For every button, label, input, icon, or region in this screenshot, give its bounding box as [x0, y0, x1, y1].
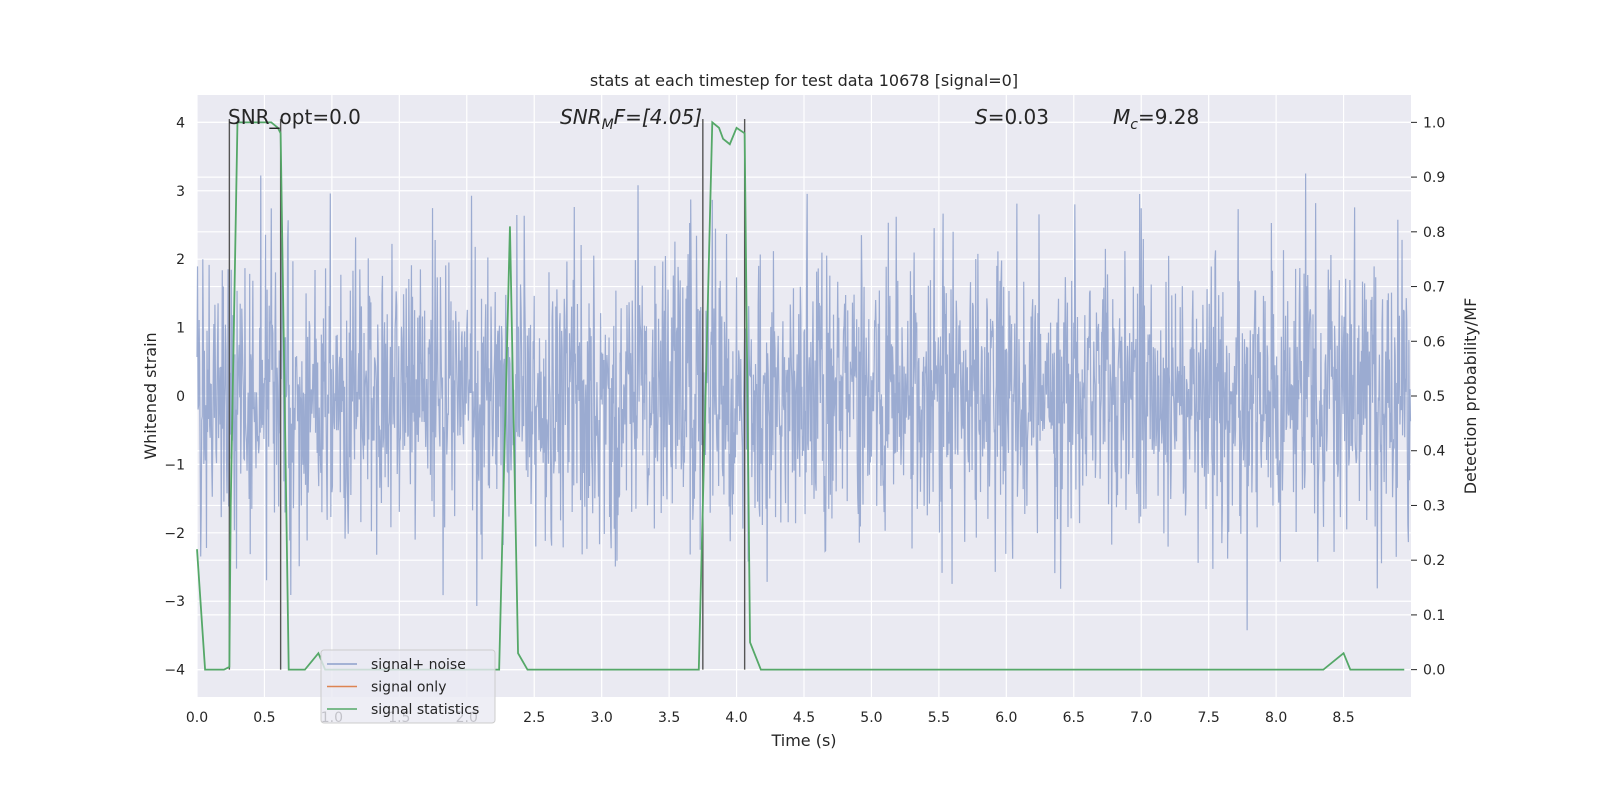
y-right-axis-label: Detection probability/MF — [1461, 298, 1480, 495]
legend: signal+ noise signal only signal statist… — [320, 649, 496, 724]
series-signal-statistics — [196, 120, 1405, 671]
y-axis-ticks: −4 −3 −2 −1 0 1 2 3 4 — [164, 115, 185, 678]
x-tick-label: 6.5 — [1063, 710, 1085, 726]
x-tick-label: 2.5 — [523, 710, 545, 726]
series-signal-plus-noise — [196, 173, 1412, 631]
x-tick-label: 3.0 — [591, 710, 613, 726]
x-tick-label: 5.0 — [860, 710, 882, 726]
y-tick-label: −2 — [164, 526, 185, 542]
annotation-mc-rest: =9.28 — [1138, 105, 1199, 129]
x-tick-label: 8.5 — [1332, 710, 1354, 726]
annotation-snr-opt: SNR_opt=0.0 — [228, 105, 361, 129]
y-tick-label: 2 — [176, 252, 185, 268]
x-tick-label: 7.0 — [1130, 710, 1152, 726]
x-tick-label: 0.5 — [253, 710, 275, 726]
y-tick-label: −1 — [164, 457, 185, 473]
y-right-tick-label: 0.0 — [1423, 663, 1445, 679]
legend-box — [320, 649, 496, 724]
annotation-mc-subscript: c — [1130, 117, 1138, 133]
x-tick-label: 6.0 — [995, 710, 1017, 726]
y-right-tick-label: 0.9 — [1423, 170, 1445, 186]
series-line-signal-statistics — [196, 120, 1405, 671]
annotation-snr-mf: SNRMF=[4.05] — [560, 105, 702, 133]
y-right-tick-label: 0.5 — [1423, 389, 1445, 405]
legend-entry-signal-statistics: signal statistics — [371, 702, 479, 718]
annotation-snr-mf-subscript: M — [602, 117, 614, 133]
annotation-s: S=0.03 — [975, 105, 1049, 129]
y-tick-label: 4 — [176, 115, 185, 131]
y-tick-label: −4 — [164, 663, 185, 679]
y-axis-label: Whitened strain — [141, 332, 160, 459]
annotation-s-symbol: S — [975, 105, 988, 129]
annotation-mc: Mc=9.28 — [1113, 105, 1199, 133]
y-tick-label: 3 — [176, 184, 185, 200]
chart-title: stats at each timestep for test data 106… — [590, 71, 1018, 90]
y-right-tick-label: 1.0 — [1423, 115, 1445, 131]
y-right-tick-label: 0.7 — [1423, 280, 1445, 296]
y-tick-label: 1 — [176, 321, 185, 337]
x-tick-label: 8.0 — [1265, 710, 1287, 726]
x-tick-label: 0.0 — [186, 710, 208, 726]
legend-entry-signal-only: signal only — [371, 680, 446, 696]
y-right-axis-ticks: 0.0 0.1 0.2 0.3 0.4 0.5 0.6 0.7 0.8 0.9 1.0 — [1411, 115, 1445, 679]
y-right-tick-label: 0.6 — [1423, 334, 1445, 350]
x-tick-label: 7.5 — [1198, 710, 1220, 726]
y-right-tick-label: 0.2 — [1423, 553, 1445, 569]
y-right-tick-label: 0.1 — [1423, 608, 1445, 624]
x-tick-label: 3.5 — [658, 710, 680, 726]
legend-entry-signal-plus-noise: signal+ noise — [371, 657, 466, 673]
x-axis-label: Time (s) — [770, 731, 836, 750]
annotation-snr-mf-rest: F=[4.05] — [614, 105, 702, 129]
series-line-signal-plus-noise — [196, 173, 1412, 631]
annotation-s-rest: =0.03 — [988, 105, 1049, 129]
x-tick-label: 5.5 — [928, 710, 950, 726]
y-tick-label: 0 — [176, 389, 185, 405]
annotation-mc-symbol: M — [1113, 105, 1130, 129]
annotation-snr-mf-symbol: SNR — [560, 105, 602, 129]
y-tick-label: −3 — [164, 594, 185, 610]
y-right-tick-label: 0.8 — [1423, 225, 1445, 241]
x-tick-label: 4.0 — [725, 710, 747, 726]
y-right-tick-label: 0.4 — [1423, 444, 1445, 460]
x-tick-label: 4.5 — [793, 710, 815, 726]
y-right-tick-label: 0.3 — [1423, 498, 1445, 514]
